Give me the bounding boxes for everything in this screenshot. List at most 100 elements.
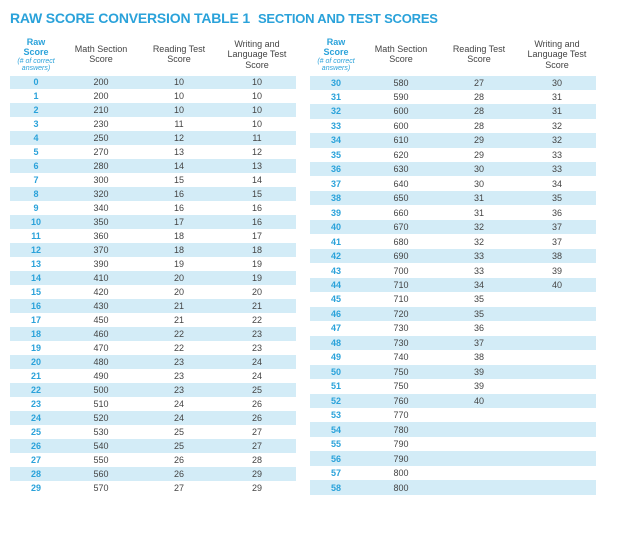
hdr-raw-l2: Score	[23, 47, 48, 57]
cell-reading: 39	[440, 379, 518, 393]
cell-math: 370	[62, 243, 140, 257]
cell-writing: 18	[218, 243, 296, 257]
cell-writing: 10	[218, 75, 296, 89]
cell-reading: 27	[440, 75, 518, 89]
table-row: 225002325	[10, 383, 296, 397]
cell-reading: 20	[140, 271, 218, 285]
table-row: 204802324	[10, 355, 296, 369]
col-header-writing: Writing and Language Test Score	[518, 34, 596, 75]
cell-raw: 38	[310, 191, 362, 205]
cell-writing: 37	[518, 234, 596, 248]
cell-math: 500	[62, 383, 140, 397]
cell-reading: 39	[440, 365, 518, 379]
cell-writing: 37	[518, 220, 596, 234]
hdr-raw-l2: Score	[323, 47, 348, 57]
cell-reading: 16	[140, 187, 218, 201]
cell-writing: 31	[518, 90, 596, 104]
table-row: 42501211	[10, 131, 296, 145]
cell-math: 730	[362, 321, 440, 335]
table-row: 4672035	[310, 307, 596, 321]
cell-math: 640	[362, 176, 440, 190]
cell-raw: 11	[10, 229, 62, 243]
cell-raw: 33	[310, 119, 362, 133]
table-row: 305802730	[310, 75, 596, 89]
table-row: 83201615	[10, 187, 296, 201]
table-row: 32301110	[10, 117, 296, 131]
table-row: 447103440	[310, 278, 596, 292]
table-row: 144102019	[10, 271, 296, 285]
cell-writing: 23	[218, 327, 296, 341]
cell-math: 530	[62, 425, 140, 439]
table-row: 336002832	[310, 119, 596, 133]
cell-raw: 37	[310, 176, 362, 190]
cell-raw: 8	[10, 187, 62, 201]
cell-math: 800	[362, 466, 440, 480]
table-row: 295702729	[10, 481, 296, 495]
hdr-raw-sub: (# of correct answers)	[312, 58, 360, 72]
cell-raw: 2	[10, 103, 62, 117]
cell-math: 750	[362, 379, 440, 393]
cell-raw: 26	[10, 439, 62, 453]
cell-writing: 17	[218, 229, 296, 243]
table-row: 5075039	[310, 365, 596, 379]
cell-math: 580	[362, 75, 440, 89]
cell-reading: 32	[440, 220, 518, 234]
cell-writing	[518, 336, 596, 350]
cell-raw: 19	[10, 341, 62, 355]
title-sub: SECTION AND TEST SCORES	[258, 11, 438, 26]
table-body: 0200101012001010221010103230111042501211…	[10, 75, 296, 495]
table-header: RawScore(# of correct answers)Math Secti…	[310, 34, 596, 75]
cell-raw: 45	[310, 292, 362, 306]
cell-raw: 46	[310, 307, 362, 321]
cell-math: 300	[62, 173, 140, 187]
table-row: 416803237	[310, 234, 596, 248]
table-row: 285602629	[10, 467, 296, 481]
cell-math: 750	[362, 365, 440, 379]
table-row: 02001010	[10, 75, 296, 89]
cell-raw: 14	[10, 271, 62, 285]
cell-math: 410	[62, 271, 140, 285]
cell-raw: 23	[10, 397, 62, 411]
cell-writing: 31	[518, 104, 596, 118]
cell-raw: 28	[10, 467, 62, 481]
cell-reading: 21	[140, 313, 218, 327]
cell-reading: 10	[140, 75, 218, 89]
cell-writing: 27	[218, 439, 296, 453]
cell-math: 200	[62, 89, 140, 103]
cell-writing	[518, 350, 596, 364]
cell-writing: 15	[218, 187, 296, 201]
table-row: 255302527	[10, 425, 296, 439]
cell-raw: 17	[10, 313, 62, 327]
cell-math: 460	[62, 327, 140, 341]
cell-math: 540	[62, 439, 140, 453]
table-row: 174502122	[10, 313, 296, 327]
cell-raw: 27	[10, 453, 62, 467]
cell-reading: 19	[140, 257, 218, 271]
table-row: 12001010	[10, 89, 296, 103]
hdr-raw-sub: (# of correct answers)	[12, 58, 60, 72]
cell-math: 630	[362, 162, 440, 176]
table-row: 4773036	[310, 321, 596, 335]
cell-writing	[518, 422, 596, 436]
cell-writing: 12	[218, 145, 296, 159]
cell-math: 590	[362, 90, 440, 104]
cell-reading: 35	[440, 292, 518, 306]
cell-reading: 16	[140, 201, 218, 215]
hdr-raw-l1: Raw	[27, 37, 46, 47]
cell-writing: 14	[218, 173, 296, 187]
cell-reading: 40	[440, 394, 518, 408]
cell-raw: 25	[10, 425, 62, 439]
cell-raw: 13	[10, 257, 62, 271]
cell-writing	[518, 408, 596, 422]
cell-raw: 54	[310, 422, 362, 436]
cell-raw: 21	[10, 369, 62, 383]
table-row: 184602223	[10, 327, 296, 341]
cell-reading: 18	[140, 243, 218, 257]
cell-reading: 28	[440, 90, 518, 104]
cell-math: 770	[362, 408, 440, 422]
cell-raw: 36	[310, 162, 362, 176]
cell-reading: 25	[140, 425, 218, 439]
cell-reading	[440, 408, 518, 422]
cell-math: 800	[362, 480, 440, 495]
cell-reading: 22	[140, 341, 218, 355]
